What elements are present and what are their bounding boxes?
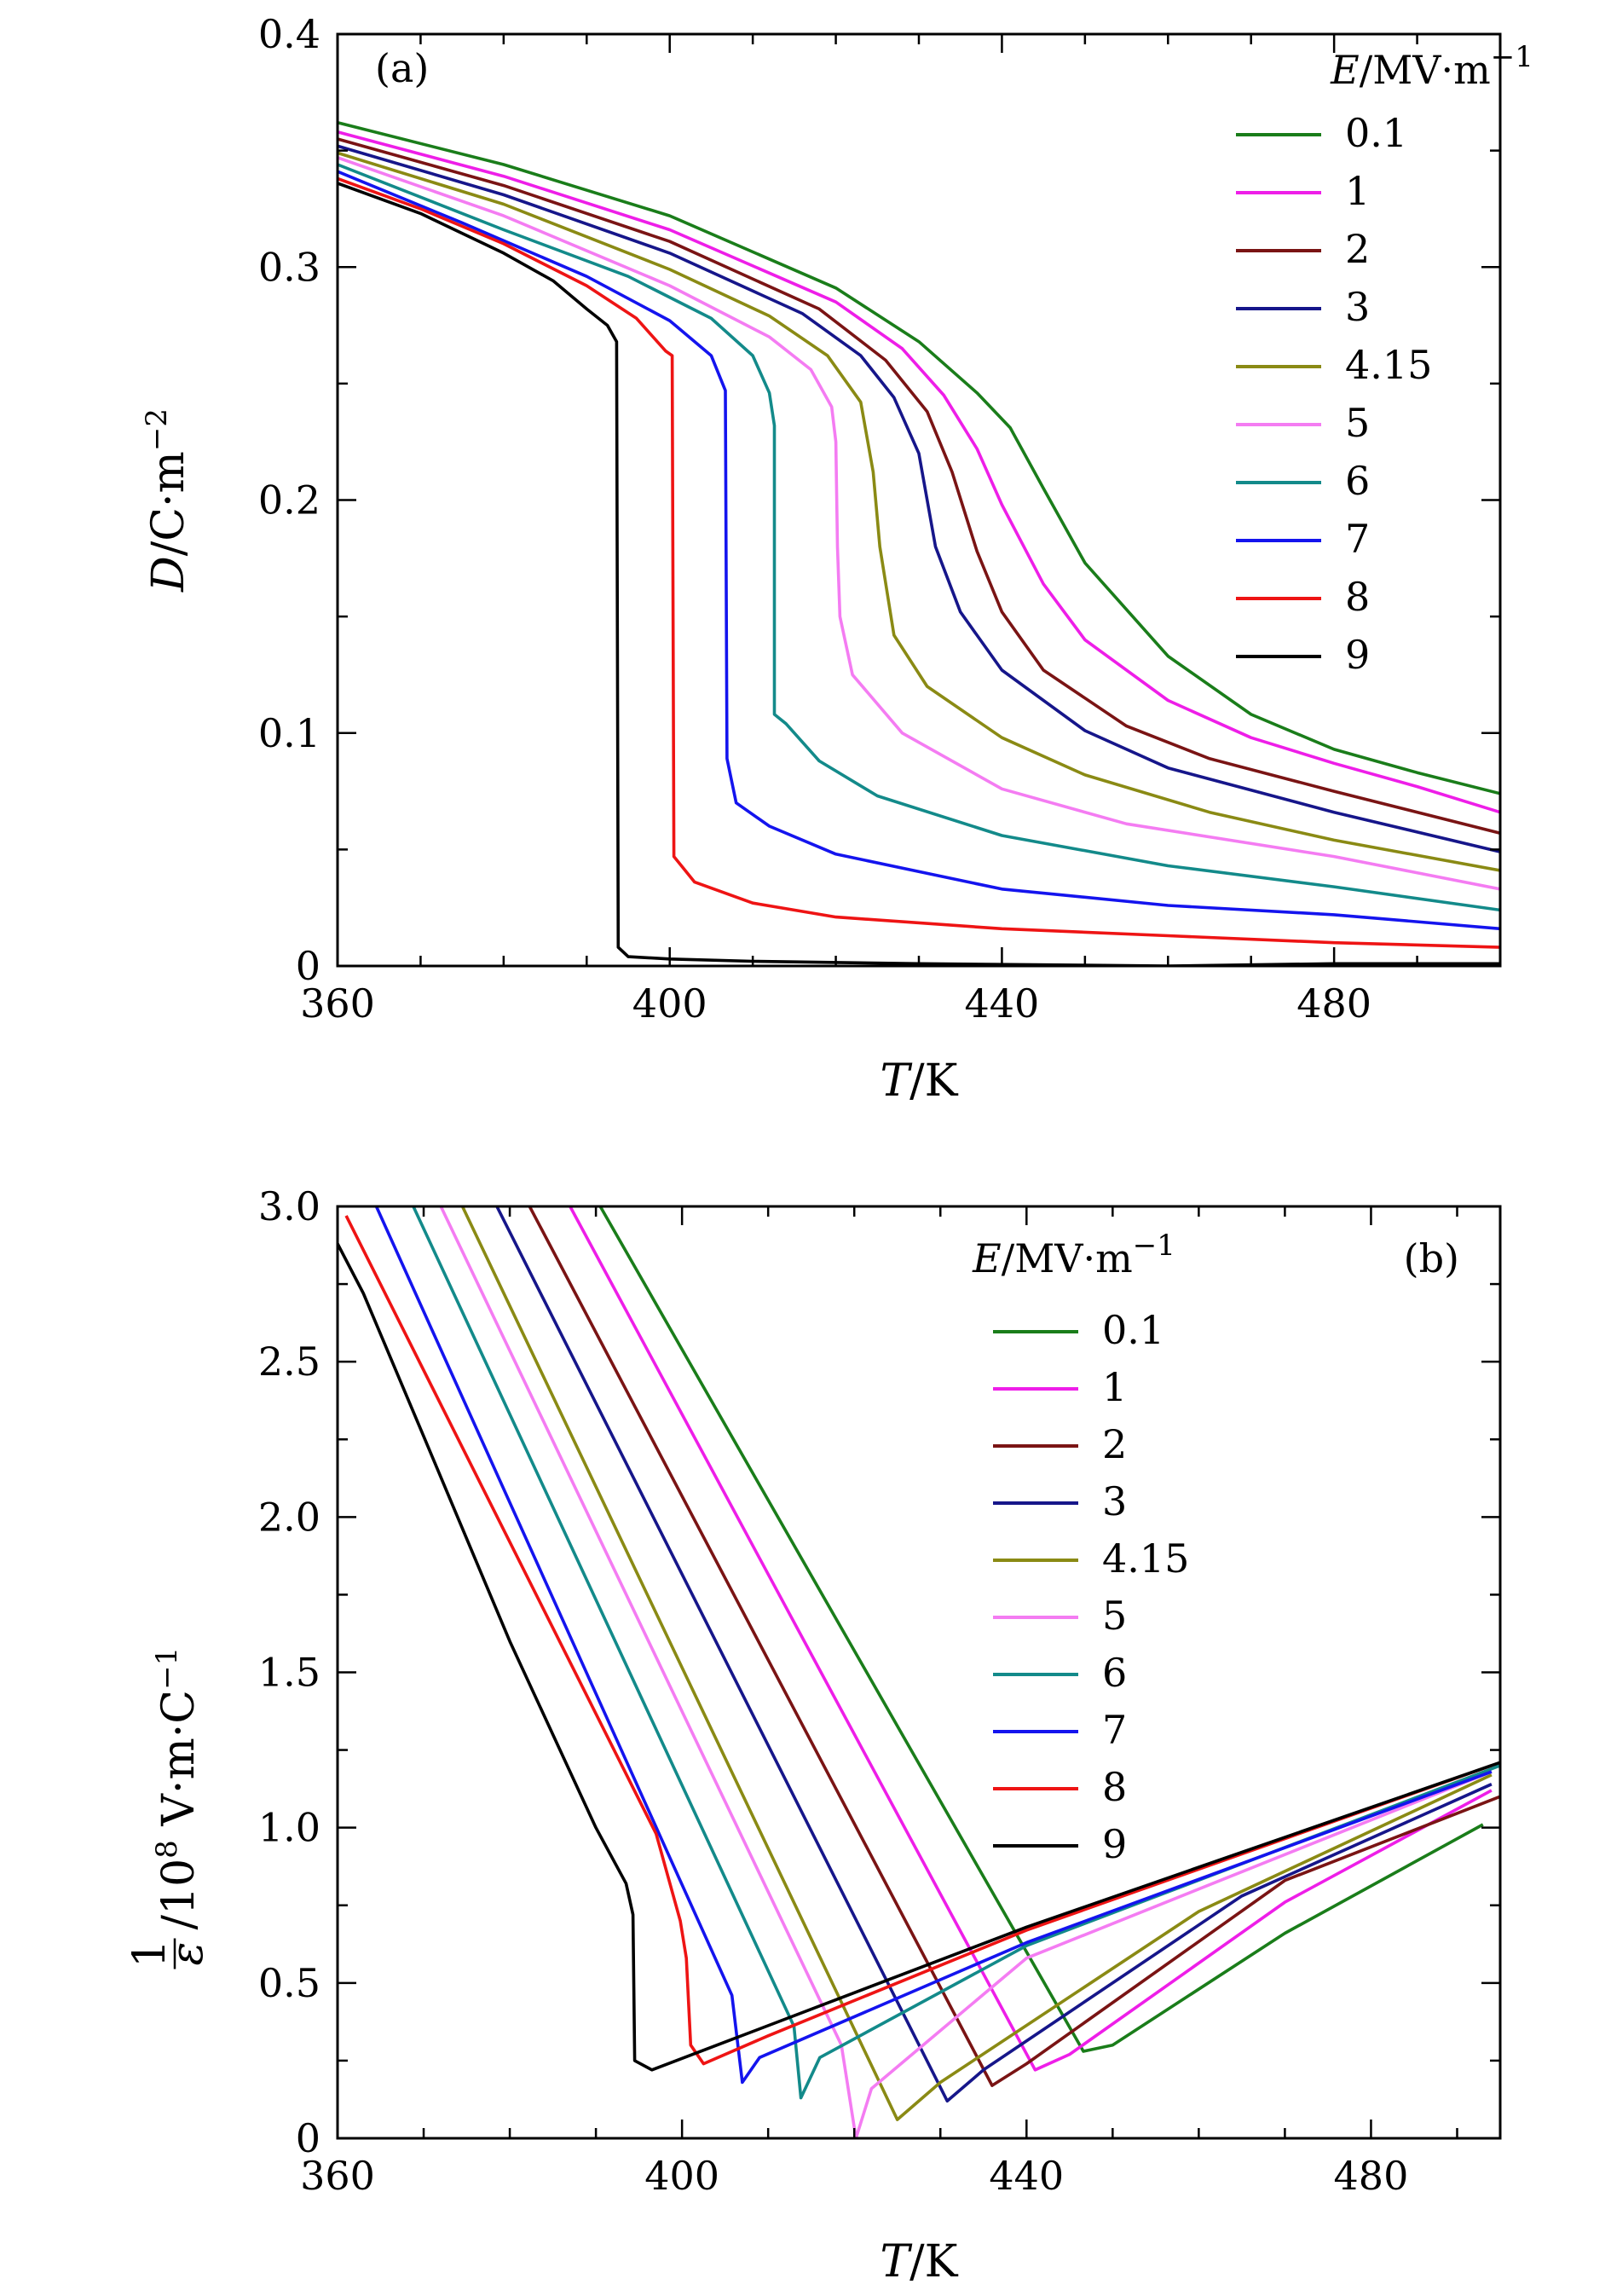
legend-label: 6	[1102, 1650, 1127, 1696]
y-tick-label: 0	[296, 943, 320, 989]
y-tick-label: 0.1	[258, 710, 320, 756]
series-line-0.1	[598, 1206, 1484, 2053]
series-line-0.1	[338, 121, 1500, 795]
legend-label: 1	[1102, 1364, 1127, 1410]
series-line-8	[344, 1215, 1493, 2066]
y-tick-label: 0.4	[258, 11, 320, 57]
legend-label: 5	[1345, 400, 1370, 446]
legend-label: 9	[1102, 1821, 1127, 1867]
y-tick-label: 2.5	[258, 1339, 320, 1385]
legend-label: 0.1	[1102, 1307, 1164, 1353]
series-line-5	[338, 156, 1500, 891]
legend-label: 7	[1102, 1707, 1127, 1753]
x-axis-title: T/K	[880, 1055, 958, 1107]
x-tick-label: 480	[1334, 2153, 1409, 2199]
series-line-7	[374, 1206, 1493, 2085]
y-title-fraction-denominator: ε	[162, 1942, 213, 1966]
x-tick-label: 360	[300, 2153, 375, 2199]
x-tick-label: 440	[989, 2153, 1064, 2199]
series-group	[338, 1206, 1500, 2138]
x-axis-title: T/K	[880, 2236, 958, 2287]
legend-label: 0.1	[1345, 110, 1407, 156]
series-line-3	[495, 1206, 1493, 2103]
y-tick-label: 0.2	[258, 477, 320, 523]
legend-label: 6	[1345, 458, 1370, 504]
series-line-5	[439, 1206, 1493, 2138]
series-line-1	[338, 130, 1500, 814]
y-tick-label: 2.0	[258, 1494, 320, 1540]
y-tick-label: 1.0	[258, 1805, 320, 1851]
y-title-units: /108 V·m·C−1	[150, 1647, 205, 1930]
series-line-1	[569, 1206, 1493, 2072]
series-line-3	[338, 144, 1500, 853]
y-tick-label: 0	[296, 2115, 320, 2161]
legend-label: 8	[1102, 1764, 1127, 1810]
y-title-fraction-numerator: 1	[124, 1940, 176, 1968]
series-line-4.15	[460, 1206, 1493, 2121]
y-tick-label: 1.5	[258, 1650, 320, 1696]
panel-label: (b)	[1404, 1235, 1459, 1281]
legend-label: 1	[1345, 168, 1370, 214]
y-axis-title: D/C·m−2	[140, 408, 194, 593]
panel-label: (a)	[375, 45, 429, 91]
y-tick-label: 3.0	[258, 1183, 320, 1229]
legend-label: 7	[1345, 516, 1370, 562]
x-tick-label: 480	[1296, 980, 1371, 1027]
legend-label: 8	[1345, 574, 1370, 620]
legend-label: 4.15	[1102, 1535, 1189, 1582]
legend-label: 4.15	[1345, 342, 1432, 388]
series-line-6	[338, 163, 1500, 912]
legend-label: 2	[1345, 226, 1370, 272]
y-axis-title: 1ε/108 V·m·C−1	[124, 1647, 213, 1969]
legend-label: 5	[1102, 1593, 1127, 1639]
series-line-4.15	[338, 151, 1500, 872]
chart-panel-a: 360 400 440 480 0 0.1 0.2 0.3 0.4 T/K D/C·m−2 (a) E/…	[140, 11, 1533, 1107]
x-tick-label: 440	[965, 980, 1040, 1027]
x-tick-label: 360	[300, 980, 375, 1027]
legend-label: 3	[1345, 284, 1370, 330]
legend-label: 3	[1102, 1478, 1127, 1524]
series-line-2	[338, 137, 1500, 835]
y-tick-label: 0.5	[258, 1960, 320, 2006]
chart-panel-b: 360 400 440 48000.51.01.52.02.53.0T/K1ε/108…	[124, 1183, 1502, 2287]
legend-label: 2	[1102, 1421, 1127, 1467]
x-tick-label: 400	[632, 980, 707, 1027]
x-tick-label: 400	[644, 2153, 719, 2199]
series-line-7	[338, 170, 1500, 931]
series-line-8	[338, 176, 1500, 949]
legend-title: E/MV·m−1	[972, 1229, 1175, 1281]
series-line-2	[528, 1206, 1500, 2087]
legend-title: E/MV·m−1	[1330, 40, 1533, 93]
legend-label: 9	[1345, 632, 1370, 678]
series-line-6	[412, 1206, 1500, 2100]
y-tick-label: 0.3	[258, 244, 320, 290]
series-line-9	[338, 1242, 1500, 2072]
